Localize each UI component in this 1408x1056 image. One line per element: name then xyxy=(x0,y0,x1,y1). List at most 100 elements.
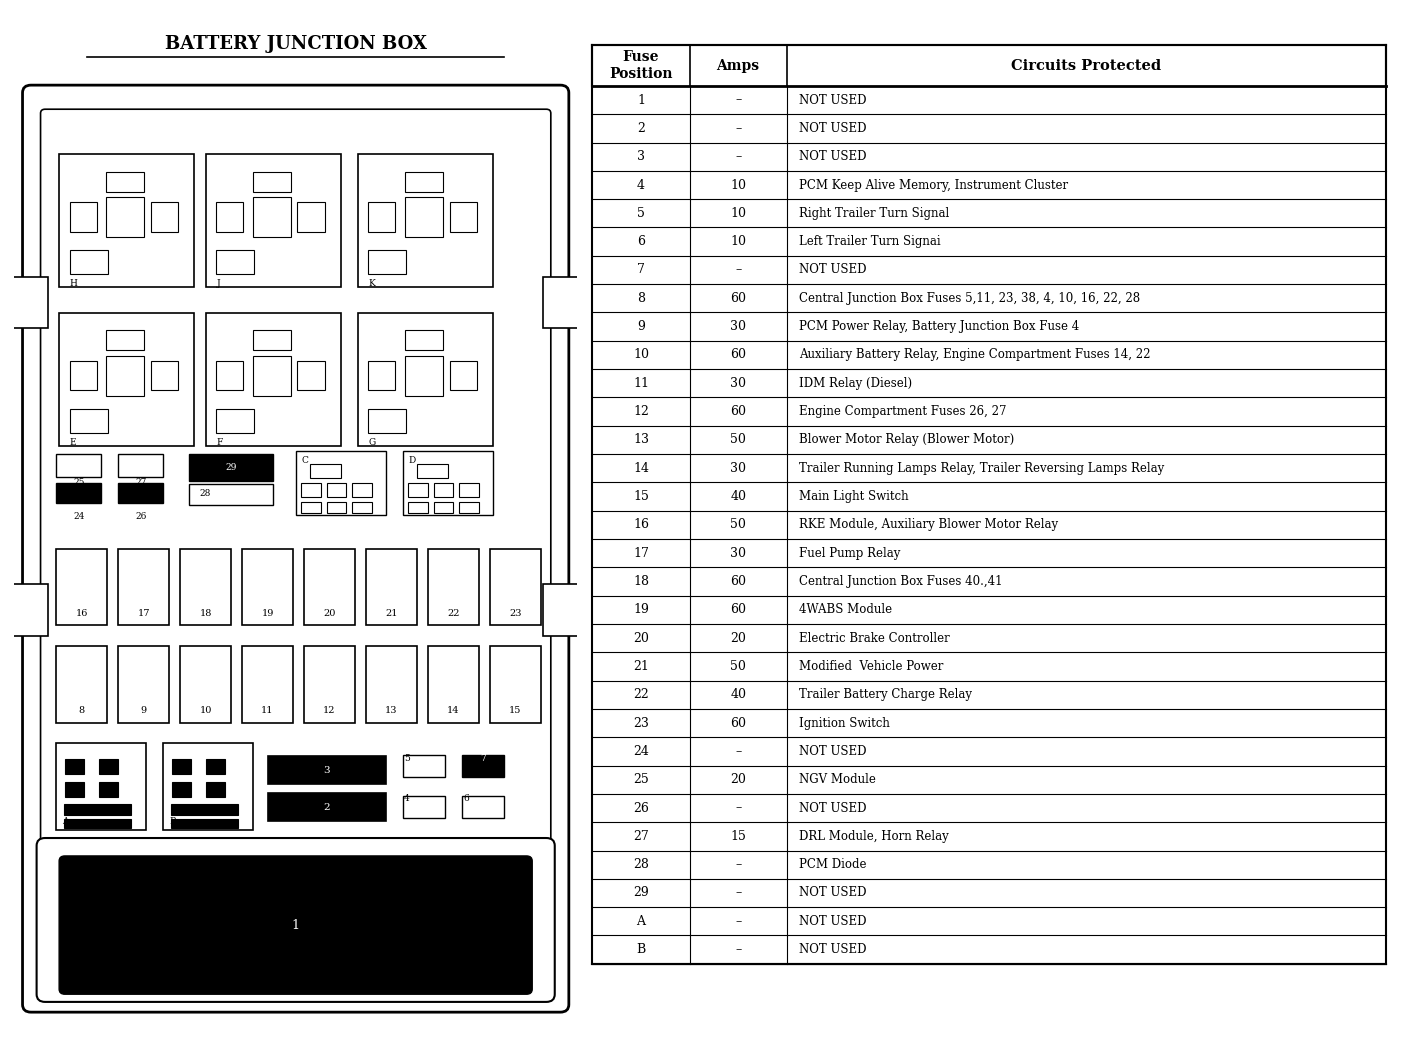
Text: NOT USED: NOT USED xyxy=(798,94,866,107)
Text: 5: 5 xyxy=(636,207,645,220)
Text: 17: 17 xyxy=(634,547,649,560)
Text: IDM Relay (Diesel): IDM Relay (Diesel) xyxy=(798,377,912,390)
Bar xyxy=(163,743,253,830)
Bar xyxy=(428,549,479,625)
Text: 12: 12 xyxy=(324,706,335,715)
Text: 11: 11 xyxy=(262,706,273,715)
Bar xyxy=(70,202,97,231)
Text: 30: 30 xyxy=(731,547,746,560)
Bar xyxy=(59,154,194,287)
Bar xyxy=(107,196,144,237)
Bar xyxy=(490,549,541,625)
Bar xyxy=(449,202,476,231)
Text: –: – xyxy=(735,914,741,928)
Text: NGV Module: NGV Module xyxy=(798,773,876,787)
Text: 60: 60 xyxy=(731,406,746,418)
Bar xyxy=(406,331,442,351)
Text: –: – xyxy=(735,802,741,814)
Bar xyxy=(297,361,324,391)
Bar xyxy=(304,549,355,625)
Bar xyxy=(65,781,84,797)
Text: NOT USED: NOT USED xyxy=(798,943,866,956)
Bar xyxy=(8,278,48,328)
Bar xyxy=(296,451,386,515)
Bar xyxy=(352,502,372,513)
Bar xyxy=(304,646,355,722)
Text: 4: 4 xyxy=(636,178,645,191)
Text: PCM Keep Alive Memory, Instrument Cluster: PCM Keep Alive Memory, Instrument Cluste… xyxy=(798,178,1069,191)
Text: 7: 7 xyxy=(636,263,645,277)
Bar xyxy=(253,196,290,237)
Text: 50: 50 xyxy=(731,660,746,673)
Text: 13: 13 xyxy=(634,433,649,447)
Text: 9: 9 xyxy=(636,320,645,333)
Text: 40: 40 xyxy=(731,689,746,701)
Text: 2: 2 xyxy=(636,121,645,135)
Bar xyxy=(217,409,255,433)
Text: 14: 14 xyxy=(634,461,649,475)
Text: 26: 26 xyxy=(135,512,146,522)
Bar xyxy=(408,502,428,513)
Text: 20: 20 xyxy=(324,609,335,618)
Text: 6: 6 xyxy=(636,235,645,248)
Bar xyxy=(151,361,177,391)
Bar xyxy=(301,502,321,513)
Text: 14: 14 xyxy=(448,706,459,715)
Bar xyxy=(63,819,131,828)
Bar xyxy=(70,409,108,433)
Text: 60: 60 xyxy=(731,348,746,361)
Text: B: B xyxy=(169,817,176,826)
Bar xyxy=(189,454,273,480)
Bar xyxy=(253,356,290,396)
Text: NOT USED: NOT USED xyxy=(798,150,866,164)
Text: 23: 23 xyxy=(510,609,521,618)
Bar xyxy=(327,483,346,497)
Text: 10: 10 xyxy=(731,207,746,220)
Bar xyxy=(56,483,101,503)
Bar xyxy=(118,454,163,477)
Text: 20: 20 xyxy=(731,773,746,787)
Bar xyxy=(70,361,97,391)
Bar xyxy=(206,313,341,447)
FancyBboxPatch shape xyxy=(41,109,551,998)
Text: –: – xyxy=(735,943,741,956)
Text: NOT USED: NOT USED xyxy=(798,263,866,277)
Bar xyxy=(99,781,118,797)
Bar xyxy=(449,361,476,391)
Bar xyxy=(151,202,177,231)
Bar xyxy=(408,483,428,497)
Bar xyxy=(206,758,225,774)
Bar xyxy=(593,45,1385,964)
Text: 10: 10 xyxy=(731,235,746,248)
Text: 27: 27 xyxy=(634,830,649,843)
Text: 15: 15 xyxy=(634,490,649,503)
Text: NOT USED: NOT USED xyxy=(798,121,866,135)
Text: 30: 30 xyxy=(731,377,746,390)
Text: 10: 10 xyxy=(200,706,211,715)
Bar xyxy=(543,278,583,328)
Bar xyxy=(189,484,273,505)
Text: 29: 29 xyxy=(634,886,649,900)
Bar xyxy=(406,171,442,191)
Bar xyxy=(297,202,324,231)
Text: 3: 3 xyxy=(636,150,645,164)
Text: 19: 19 xyxy=(262,609,273,618)
Text: K: K xyxy=(369,280,376,288)
Bar xyxy=(253,171,290,191)
Text: Left Trailer Turn Signai: Left Trailer Turn Signai xyxy=(798,235,941,248)
Bar xyxy=(56,549,107,625)
Text: 19: 19 xyxy=(634,603,649,617)
Bar xyxy=(253,331,290,351)
Bar xyxy=(403,796,445,817)
Bar xyxy=(180,646,231,722)
Text: 13: 13 xyxy=(386,706,397,715)
Bar xyxy=(301,483,321,497)
Bar xyxy=(366,646,417,722)
Bar xyxy=(242,646,293,722)
Bar xyxy=(118,646,169,722)
Text: 21: 21 xyxy=(634,660,649,673)
Bar xyxy=(358,154,493,287)
Text: 17: 17 xyxy=(138,609,149,618)
Bar xyxy=(217,361,244,391)
Text: 50: 50 xyxy=(731,433,746,447)
